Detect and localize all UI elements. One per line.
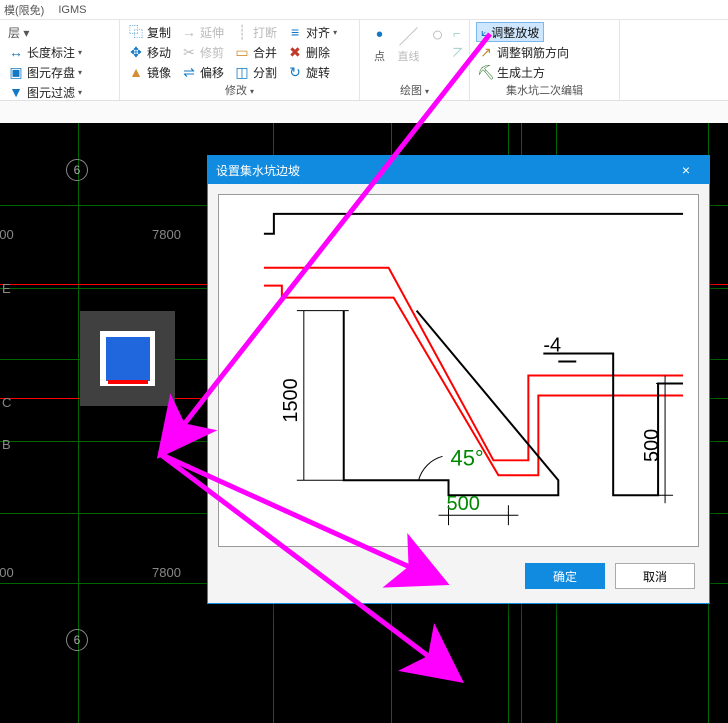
copy-button[interactable]: ⿻复制 (126, 22, 173, 42)
extend-button: →延伸 (179, 22, 226, 42)
mirror-icon: ▲ (128, 64, 144, 80)
adjust-slope-button[interactable]: ⟀ 调整放坡 (476, 22, 544, 42)
earthwork-icon: ⛏ (478, 64, 494, 80)
axis-label: B (2, 437, 11, 452)
dimension-label: 7800 (152, 227, 181, 242)
ribbon-body: 层 ▾ ↔ 长度标注▾ ▣ 图元存盘▾ ▼ 图元过滤▾ (0, 20, 728, 100)
trim-button: ✂修剪 (179, 42, 226, 62)
disk-icon: ▣ (8, 64, 24, 80)
menu-item[interactable]: IGMS (58, 4, 86, 16)
break-icon: ┊ (234, 24, 250, 40)
dimension-label: 800 (0, 565, 14, 580)
group-label: 修改 ▾ (126, 82, 353, 98)
rotate-button[interactable]: ↻旋转 (285, 62, 332, 82)
ok-button[interactable]: 确定 (525, 563, 605, 589)
arc-icon[interactable]: ⦢ (453, 45, 463, 61)
ribbon-group-draw: • 点 ／ 直线 ○ ⌐ ⦢ 绘图 ▾ (360, 20, 470, 100)
dimension-label: 800 (0, 227, 14, 242)
selected-element[interactable] (80, 311, 175, 406)
ribbon-group-sump: ⟀ 调整放坡 ↗ 调整钢筋方向 ⛏ 生成土方 集水坑二次编辑 (470, 20, 620, 100)
funnel-icon: ▼ (8, 84, 24, 100)
split-icon: ◫ (234, 64, 250, 80)
group-label: 集水坑二次编辑 (476, 82, 613, 98)
slope-icon: ⟀ (481, 25, 488, 40)
svg-text:1500: 1500 (280, 378, 302, 422)
svg-text:45°: 45° (451, 445, 484, 470)
point-icon: • (367, 22, 393, 48)
gen-earthwork-button[interactable]: ⛏ 生成土方 (476, 62, 613, 82)
svg-text:-4: -4 (543, 335, 561, 357)
save-element-button[interactable]: ▣ 图元存盘▾ (6, 62, 113, 82)
close-icon[interactable]: × (671, 162, 701, 178)
move-icon: ✥ (128, 44, 144, 60)
grid-bubble: 6 (66, 629, 88, 651)
axis-label: C (2, 395, 11, 410)
line-icon: ／ (396, 22, 422, 48)
svg-text:500: 500 (447, 493, 480, 515)
menu-bar: 模(限免) IGMS (0, 0, 728, 20)
extend-icon: → (181, 24, 197, 40)
break-button: ┊打断 (232, 22, 279, 42)
layer-dropdown[interactable]: 层 ▾ (6, 22, 31, 42)
cancel-button[interactable]: 取消 (615, 563, 695, 589)
ribbon: 模(限免) IGMS 层 ▾ ↔ 长度标注▾ ▣ 图元存盘▾ (0, 0, 728, 123)
split-button[interactable]: ◫分割 (232, 62, 279, 82)
ribbon-footer (0, 100, 728, 123)
dialog-title: 设置集水坑边坡 (216, 162, 300, 179)
dialog-diagram: 1500 45° 500 500 -4 (218, 194, 699, 547)
selection-edge (108, 380, 148, 384)
length-dim-button[interactable]: ↔ 长度标注▾ (6, 42, 113, 62)
move-button[interactable]: ✥移动 (126, 42, 173, 62)
group-label: 绘图 ▾ (366, 82, 463, 98)
mirror-button[interactable]: ▲镜像 (126, 62, 173, 82)
offset-icon: ⇌ (181, 64, 197, 80)
point-button[interactable]: • 点 (366, 22, 393, 64)
axis-label: E (2, 281, 11, 296)
rebar-icon: ↗ (478, 44, 494, 60)
svg-text:500: 500 (641, 429, 663, 462)
corner-icon[interactable]: ⌐ (453, 26, 463, 41)
slope-dialog: 设置集水坑边坡 × 1500 45° 500 (207, 155, 710, 604)
merge-icon: ▭ (234, 44, 250, 60)
dimension-label: 7800 (152, 565, 181, 580)
merge-button[interactable]: ▭合并 (232, 42, 279, 62)
dialog-titlebar[interactable]: 设置集水坑边坡 × (208, 156, 709, 184)
ruler-icon: ↔ (8, 44, 24, 60)
copy-icon: ⿻ (128, 24, 144, 40)
selection-fill (106, 337, 150, 381)
trim-icon: ✂ (181, 44, 197, 60)
delete-button[interactable]: ✖删除 (285, 42, 332, 62)
offset-button[interactable]: ⇌偏移 (179, 62, 226, 82)
ribbon-group-modify: ⿻复制 →延伸 ┊打断 ≡对齐▾ ✥移动 ✂修剪 ▭合并 ✖删除 ▲镜像 ⇌偏移… (120, 20, 360, 100)
dialog-buttons: 确定 取消 (208, 557, 709, 603)
selection-inner (100, 331, 155, 386)
filter-button[interactable]: ▼ 图元过滤▾ (6, 82, 113, 102)
align-icon: ≡ (287, 24, 303, 40)
line-button: ／ 直线 (395, 22, 422, 64)
circle-icon: ○ (425, 22, 451, 48)
delete-icon: ✖ (287, 44, 303, 60)
align-button[interactable]: ≡对齐▾ (285, 22, 339, 42)
menu-item[interactable]: 模(限免) (4, 2, 44, 18)
grid-bubble: 6 (66, 159, 88, 181)
circle-button: ○ (424, 22, 451, 64)
ribbon-group-annotate: 层 ▾ ↔ 长度标注▾ ▣ 图元存盘▾ ▼ 图元过滤▾ (0, 20, 120, 100)
adjust-rebar-button[interactable]: ↗ 调整钢筋方向 (476, 42, 613, 62)
rotate-icon: ↻ (287, 64, 303, 80)
